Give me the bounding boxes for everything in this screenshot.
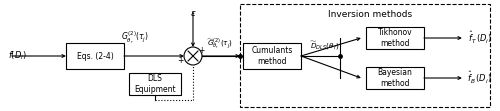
Bar <box>240 4 490 107</box>
Circle shape <box>184 47 202 65</box>
Text: $\hat{f}_{B}\,(D_i)$: $\hat{f}_{B}\,(D_i)$ <box>467 70 492 86</box>
Text: $\hat{f}_{T}\,(D_i)$: $\hat{f}_{T}\,(D_i)$ <box>468 30 492 46</box>
Text: Cumulants
method: Cumulants method <box>252 46 292 66</box>
Text: Bayesian
method: Bayesian method <box>378 68 412 88</box>
Bar <box>366 27 424 49</box>
Bar <box>129 73 181 95</box>
Text: +: + <box>198 46 204 55</box>
Bar <box>243 43 301 69</box>
Bar <box>366 67 424 89</box>
Text: Inversion methods: Inversion methods <box>328 10 412 19</box>
Text: $\widetilde{G}^{(2)}_{\theta_r}(\tau_j)$: $\widetilde{G}^{(2)}_{\theta_r}(\tau_j)$ <box>207 37 233 52</box>
Bar <box>66 43 124 69</box>
Text: $\widetilde{D}_{DLS}(\theta_r)$: $\widetilde{D}_{DLS}(\theta_r)$ <box>310 40 340 52</box>
Text: $\varepsilon$: $\varepsilon$ <box>190 9 196 18</box>
Text: $G^{(2)}_{\theta_r}(\tau_j)$: $G^{(2)}_{\theta_r}(\tau_j)$ <box>121 30 149 46</box>
Text: Eqs. (2-4): Eqs. (2-4) <box>76 52 114 60</box>
Text: $f(D_i)$: $f(D_i)$ <box>8 50 27 62</box>
Text: DLS
Equipment: DLS Equipment <box>134 74 176 94</box>
Text: Tikhonov
method: Tikhonov method <box>378 28 412 48</box>
Text: +: + <box>178 56 184 64</box>
